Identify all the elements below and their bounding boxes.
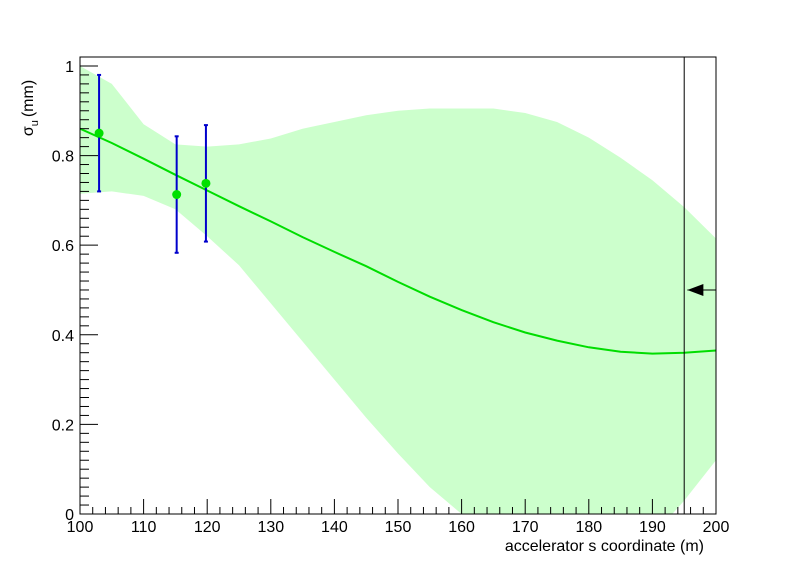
marker-arrow-head — [687, 283, 704, 296]
fit-line-layer — [80, 127, 716, 355]
svg-text:σu(mm): σu (mm) — [20, 80, 41, 136]
x-axis-title: accelerator s coordinate (m) — [505, 538, 704, 555]
y-axis-symbol: σ — [20, 126, 37, 136]
x-tick-label: 160 — [448, 519, 475, 536]
y-axis-subscript: u — [29, 120, 41, 126]
y-tick-label: 0.2 — [52, 417, 74, 434]
y-tick-label: 0.4 — [52, 328, 74, 345]
data-point — [172, 190, 182, 200]
x-tick-label: 120 — [194, 519, 221, 536]
x-tick-label: 100 — [67, 519, 94, 536]
y-tick-label: 0.8 — [52, 149, 74, 166]
x-tick-label: 110 — [131, 519, 157, 536]
data-point — [201, 178, 211, 188]
x-tick-label: 140 — [321, 519, 348, 536]
data-point — [94, 128, 104, 138]
y-axis-unit: (mm) — [20, 80, 37, 117]
confidence-band — [80, 66, 716, 514]
axes-layer: 100 110 120 130 140 150 160 170 180 190 200 0 0.2 0.4… — [52, 59, 730, 536]
y-tick-label: 1 — [65, 59, 74, 76]
x-tick-label: 200 — [703, 519, 730, 536]
x-tick-label: 180 — [575, 519, 602, 536]
x-tick-label: 190 — [639, 519, 666, 536]
annotation-layer — [683, 57, 716, 514]
y-axis-title: σu (mm) — [20, 80, 41, 136]
fit-line — [80, 127, 716, 355]
y-tick-label: 0 — [65, 507, 74, 524]
x-tick-label: 130 — [257, 519, 284, 536]
confidence-band-layer — [80, 66, 716, 514]
data-points-layer — [94, 73, 211, 254]
x-tick-label: 150 — [385, 519, 412, 536]
y-tick-label: 0.6 — [52, 238, 74, 255]
x-tick-label: 170 — [512, 519, 539, 536]
